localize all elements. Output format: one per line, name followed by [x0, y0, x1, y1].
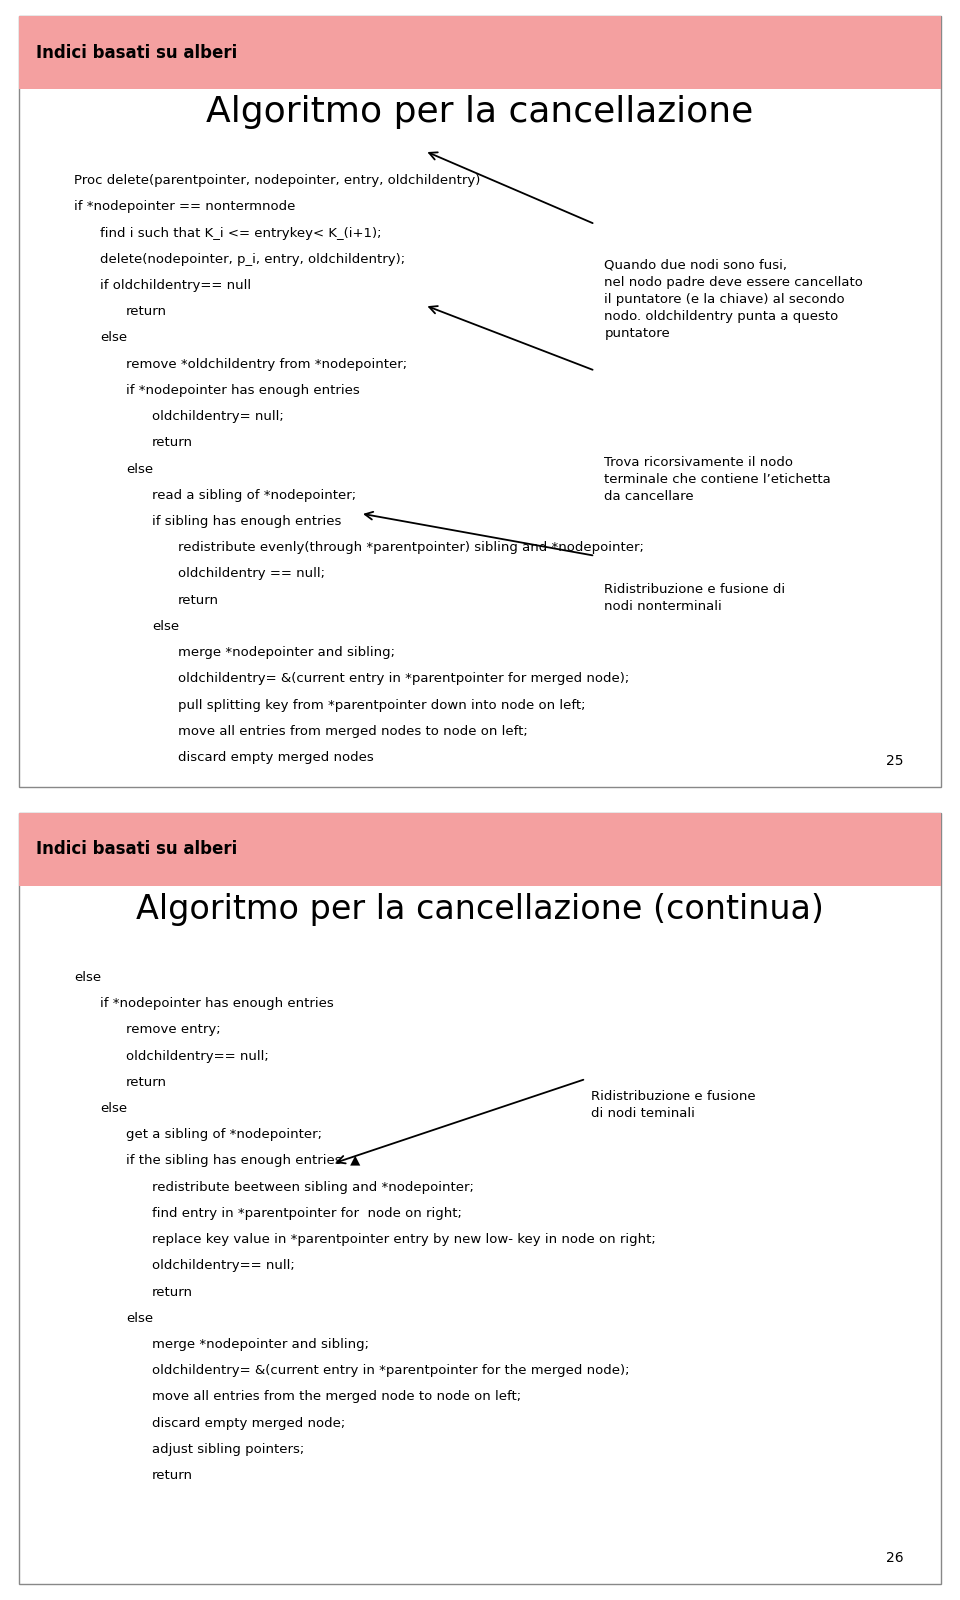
Text: remove *oldchildentry from *nodepointer;: remove *oldchildentry from *nodepointer;	[126, 358, 407, 371]
Text: 25: 25	[886, 754, 904, 768]
Text: oldchildentry= &(current entry in *parentpointer for merged node);: oldchildentry= &(current entry in *paren…	[178, 672, 629, 685]
Text: return: return	[126, 306, 167, 318]
Text: move all entries from the merged node to node on left;: move all entries from the merged node to…	[152, 1390, 521, 1403]
Text: if *nodepointer has enough entries: if *nodepointer has enough entries	[126, 384, 360, 397]
Text: else: else	[152, 619, 179, 634]
Text: 26: 26	[886, 1550, 904, 1565]
FancyBboxPatch shape	[19, 813, 941, 1584]
Text: Proc delete(parentpointer, nodepointer, entry, oldchildentry): Proc delete(parentpointer, nodepointer, …	[75, 174, 481, 187]
Text: return: return	[152, 1285, 193, 1299]
Text: else: else	[100, 1102, 128, 1115]
Text: Ridistribuzione e fusione di
nodi nonterminali: Ridistribuzione e fusione di nodi nonter…	[605, 582, 785, 613]
Text: replace key value in *parentpointer entry by new low- key in node on right;: replace key value in *parentpointer entr…	[152, 1234, 656, 1246]
Text: if *nodepointer == nontermnode: if *nodepointer == nontermnode	[75, 200, 296, 213]
Text: else: else	[100, 331, 128, 344]
Text: return: return	[178, 594, 219, 606]
Text: move all entries from merged nodes to node on left;: move all entries from merged nodes to no…	[178, 725, 527, 738]
Text: find i such that K_i <= entrykey< K_(i+1);: find i such that K_i <= entrykey< K_(i+1…	[100, 227, 382, 240]
Text: adjust sibling pointers;: adjust sibling pointers;	[152, 1443, 304, 1456]
Text: oldchildentry= &(current entry in *parentpointer for the merged node);: oldchildentry= &(current entry in *paren…	[152, 1365, 630, 1378]
Text: remove entry;: remove entry;	[126, 1024, 221, 1037]
Text: discard empty merged node;: discard empty merged node;	[152, 1416, 346, 1430]
Text: return: return	[126, 1075, 167, 1088]
FancyBboxPatch shape	[19, 16, 941, 90]
Text: delete(nodepointer, p_i, entry, oldchildentry);: delete(nodepointer, p_i, entry, oldchild…	[100, 253, 405, 266]
Text: Algoritmo per la cancellazione: Algoritmo per la cancellazione	[206, 96, 754, 130]
Text: pull splitting key from *parentpointer down into node on left;: pull splitting key from *parentpointer d…	[178, 699, 586, 712]
Text: redistribute evenly(through *parentpointer) sibling and *nodepointer;: redistribute evenly(through *parentpoint…	[178, 541, 643, 554]
Text: find entry in *parentpointer for  node on right;: find entry in *parentpointer for node on…	[152, 1206, 462, 1219]
Text: Indici basati su alberi: Indici basati su alberi	[36, 43, 237, 62]
Text: return: return	[152, 1469, 193, 1482]
Text: Quando due nodi sono fusi,
nel nodo padre deve essere cancellato
il puntatore (e: Quando due nodi sono fusi, nel nodo padr…	[605, 259, 863, 339]
Text: oldchildentry == null;: oldchildentry == null;	[178, 568, 324, 581]
FancyBboxPatch shape	[19, 813, 941, 886]
Text: merge *nodepointer and sibling;: merge *nodepointer and sibling;	[152, 1338, 369, 1350]
Text: else: else	[126, 1312, 154, 1325]
Text: oldchildentry== null;: oldchildentry== null;	[152, 1259, 295, 1272]
Text: read a sibling of *nodepointer;: read a sibling of *nodepointer;	[152, 488, 356, 502]
Text: merge *nodepointer and sibling;: merge *nodepointer and sibling;	[178, 646, 395, 659]
Text: else: else	[75, 971, 102, 984]
Text: Indici basati su alberi: Indici basati su alberi	[36, 840, 237, 859]
Text: Ridistribuzione e fusione
di nodi teminali: Ridistribuzione e fusione di nodi temina…	[590, 1091, 756, 1120]
Text: if the sibling has enough entries  ▲: if the sibling has enough entries ▲	[126, 1155, 361, 1168]
Text: if oldchildentry== null: if oldchildentry== null	[100, 278, 252, 291]
Text: Trova ricorsivamente il nodo
terminale che contiene l’etichetta
da cancellare: Trova ricorsivamente il nodo terminale c…	[605, 456, 831, 502]
Text: oldchildentry= null;: oldchildentry= null;	[152, 410, 283, 422]
Text: else: else	[126, 462, 154, 475]
Text: if sibling has enough entries: if sibling has enough entries	[152, 515, 342, 528]
Text: oldchildentry== null;: oldchildentry== null;	[126, 1050, 269, 1062]
Text: redistribute beetween sibling and *nodepointer;: redistribute beetween sibling and *nodep…	[152, 1181, 474, 1194]
Text: Algoritmo per la cancellazione (continua): Algoritmo per la cancellazione (continua…	[136, 893, 824, 926]
Text: return: return	[152, 437, 193, 450]
Text: if *nodepointer has enough entries: if *nodepointer has enough entries	[100, 997, 334, 1010]
Text: get a sibling of *nodepointer;: get a sibling of *nodepointer;	[126, 1128, 323, 1141]
FancyBboxPatch shape	[19, 16, 941, 787]
Text: discard empty merged nodes: discard empty merged nodes	[178, 750, 373, 763]
